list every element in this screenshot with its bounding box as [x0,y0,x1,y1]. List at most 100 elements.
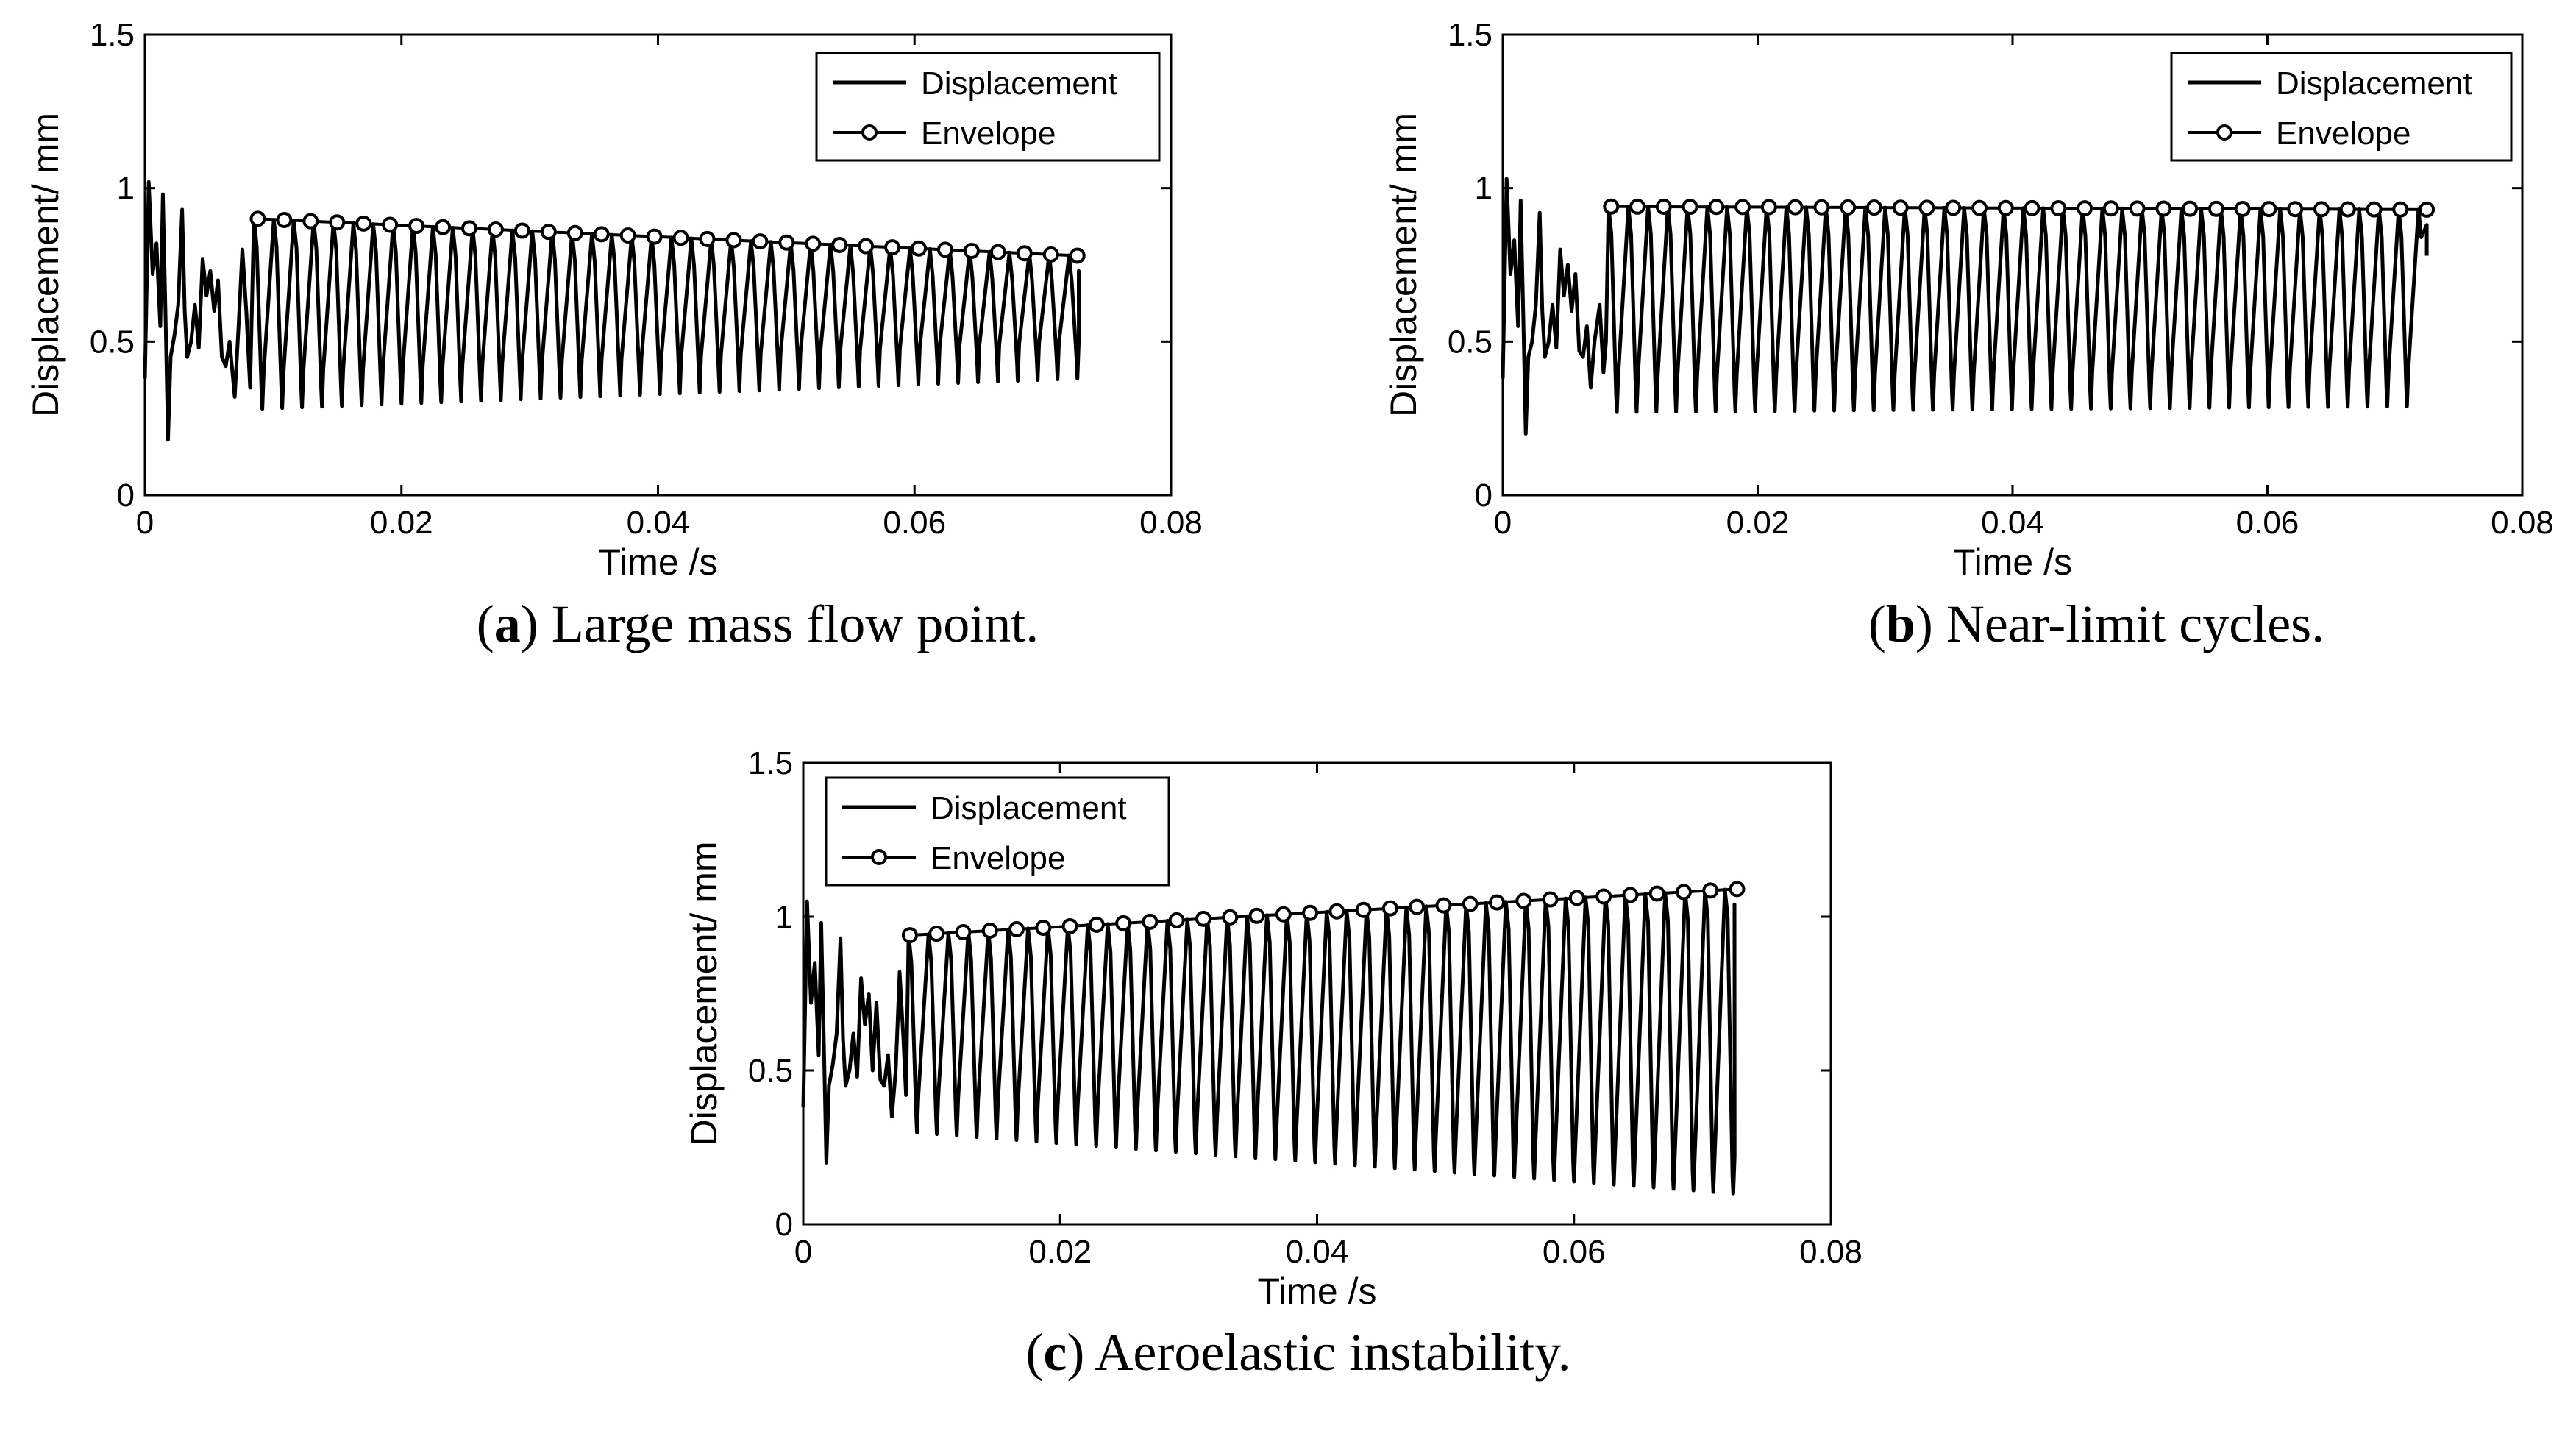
envelope-marker [302,213,319,230]
envelope-marker [725,232,742,249]
x-tick-label: 0.06 [1543,1234,1606,1270]
legend-label-envelope: Envelope [2276,116,2410,152]
envelope-marker [1195,910,1211,927]
envelope-marker [2155,200,2172,217]
envelope-marker [2129,200,2146,217]
envelope-marker [2339,201,2356,218]
caption-close-paren: ) [521,594,552,653]
x-axis-title: Time /s [1953,541,2072,583]
envelope-marker [2313,201,2330,218]
envelope-marker [1702,882,1719,899]
x-tick-label: 0.02 [1726,505,1790,541]
envelope-marker [1115,915,1132,931]
legend: Displacement Envelope [2170,52,2513,162]
envelope-marker [435,219,452,235]
envelope-marker [1088,916,1105,933]
envelope-marker [1168,912,1185,928]
y-tick-label: 1.5 [1448,17,1492,53]
envelope-marker [672,230,689,246]
legend-box [2170,52,2513,162]
series-line-displacement [1501,177,2429,436]
envelope-marker [1061,917,1078,934]
envelope-marker [1435,897,1452,914]
envelope-marker [2260,201,2277,218]
caption-text: Large mass flow point. [552,594,1039,653]
envelope-marker [1035,919,1052,936]
envelope-marker [778,234,795,251]
x-axis-title: Time /s [1257,1271,1376,1312]
envelope-marker [1682,199,1698,216]
envelope-marker [981,923,998,940]
envelope-marker [1462,895,1479,912]
y-tick-label: 0.5 [1448,324,1492,360]
envelope-marker [1760,199,1777,216]
legend-marker-envelope [861,124,878,141]
envelope-marker [2024,199,2040,216]
panel-caption: (a) Large mass flow point. [477,594,1039,653]
envelope-marker [1275,906,1292,923]
envelope-marker [928,926,945,942]
envelope-marker [619,227,636,244]
x-tick-label: 0.04 [1981,505,2044,541]
envelope-marker [1708,199,1725,216]
y-tick-label: 0.5 [748,1053,793,1089]
envelope-marker [1729,881,1746,898]
legend: Displacement Envelope [815,52,1161,162]
envelope-marker [2234,200,2251,217]
caption-text: Aeroelastic instability. [1095,1323,1570,1382]
envelope-marker [646,228,663,245]
envelope-marker [805,235,822,252]
envelope-marker [276,212,293,229]
envelope-marker [408,218,425,235]
envelope-marker [1734,199,1751,216]
chart-panel-c: 0 0.02 0.04 0.06 0.08 0 0.5 1 1.5 Time /s Displace… [683,745,1862,1382]
envelope-marker [1222,909,1239,926]
y-axis-title: Displacement/ mm [25,113,66,417]
caption-open-paren: ( [1868,594,1886,653]
envelope-marker [1542,891,1559,908]
y-axis-title: Displacement/ mm [1383,113,1424,417]
envelope-marker [1381,900,1398,917]
envelope-marker [1568,890,1585,906]
envelope-marker [1042,246,1059,263]
envelope-marker [1409,898,1426,915]
envelope-marker [1648,885,1665,902]
series-line-displacement [801,887,1737,1196]
series-line-displacement [143,180,1081,442]
envelope-marker [382,216,399,233]
y-tick-label: 0 [117,477,135,514]
legend-label-envelope: Envelope [931,840,1065,876]
envelope-marker [858,238,875,255]
envelope-marker [2287,201,2304,218]
envelope-marker [1622,887,1639,903]
envelope-marker [461,220,477,237]
envelope-marker [1997,199,2014,216]
envelope-marker [911,240,928,257]
legend-box [825,776,1170,887]
caption-letter: a [494,594,521,653]
legend-box [815,52,1161,162]
envelope-marker [1008,920,1025,937]
caption-letter: c [1043,1323,1067,1382]
envelope-marker [355,215,372,232]
y-tick-label: 1 [117,171,135,207]
envelope-marker [593,226,610,243]
envelope-marker [2102,200,2119,217]
legend-label-displacement: Displacement [931,790,1127,826]
envelope-marker [2077,200,2093,217]
x-tick-label: 0 [136,505,154,541]
envelope-marker [2366,201,2383,218]
envelope-marker [936,241,953,258]
envelope-marker [513,222,530,239]
envelope-marker [1787,199,1804,216]
x-tick-label: 0.08 [2491,505,2554,541]
y-tick-label: 1 [1475,171,1492,207]
x-tick-label: 0 [1494,505,1512,541]
legend-marker-envelope [2216,124,2232,141]
legend-label-displacement: Displacement [921,65,1117,102]
envelope-marker [901,927,918,944]
x-tick-label: 0.02 [1028,1234,1092,1270]
envelope-marker [1629,198,1646,215]
envelope-marker [884,239,901,256]
